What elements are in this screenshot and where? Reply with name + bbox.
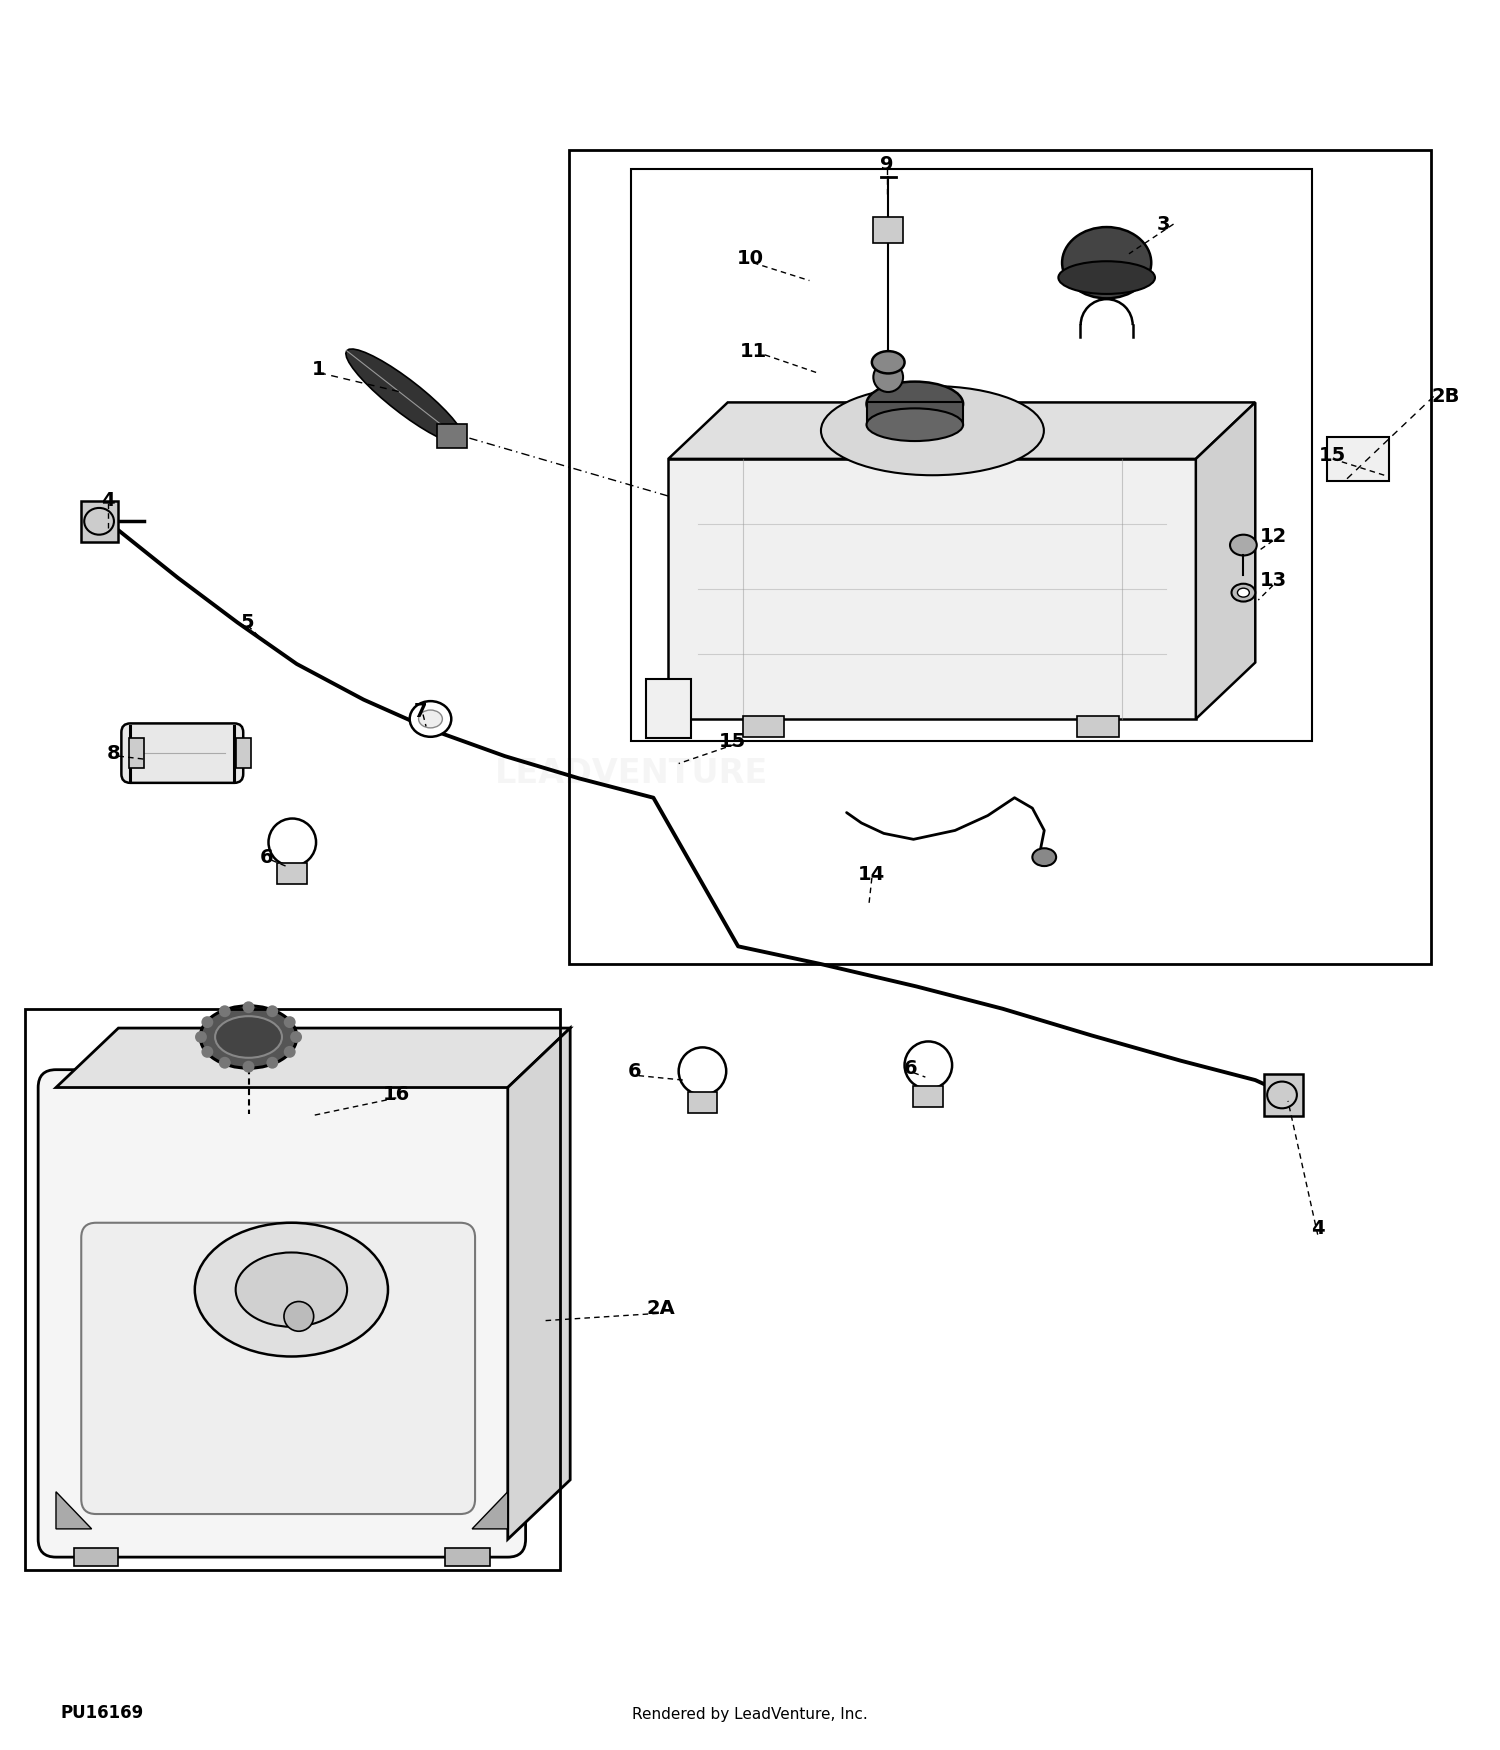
Bar bbox=[687, 1092, 717, 1113]
Circle shape bbox=[284, 1302, 314, 1332]
Bar bbox=[873, 217, 903, 243]
Bar bbox=[867, 402, 963, 425]
Ellipse shape bbox=[1059, 261, 1155, 294]
Text: 9: 9 bbox=[880, 156, 894, 175]
Text: 13: 13 bbox=[1260, 570, 1287, 590]
Text: 4: 4 bbox=[100, 492, 116, 509]
Ellipse shape bbox=[1032, 849, 1056, 866]
Text: PU16169: PU16169 bbox=[60, 1704, 144, 1722]
Text: 6: 6 bbox=[903, 1059, 918, 1078]
Bar bbox=[646, 679, 690, 738]
Text: 16: 16 bbox=[382, 1085, 410, 1104]
Bar bbox=[1264, 1074, 1304, 1116]
Ellipse shape bbox=[236, 1253, 346, 1326]
Polygon shape bbox=[1196, 402, 1256, 719]
Text: 2A: 2A bbox=[646, 1300, 675, 1318]
Circle shape bbox=[243, 1060, 255, 1073]
Ellipse shape bbox=[867, 382, 963, 427]
Ellipse shape bbox=[821, 387, 1044, 476]
Bar bbox=[742, 716, 784, 737]
Text: 6: 6 bbox=[260, 847, 274, 866]
FancyBboxPatch shape bbox=[38, 1069, 525, 1558]
Circle shape bbox=[243, 1001, 255, 1013]
Polygon shape bbox=[669, 402, 1256, 458]
Circle shape bbox=[873, 362, 903, 392]
Ellipse shape bbox=[1230, 536, 1257, 555]
Ellipse shape bbox=[1232, 584, 1256, 602]
Text: 14: 14 bbox=[858, 866, 885, 884]
Ellipse shape bbox=[1238, 588, 1250, 597]
FancyBboxPatch shape bbox=[81, 1223, 476, 1514]
Bar bbox=[278, 863, 308, 884]
Bar bbox=[129, 738, 144, 768]
Polygon shape bbox=[346, 348, 465, 444]
Polygon shape bbox=[669, 458, 1196, 719]
Text: 4: 4 bbox=[1311, 1220, 1324, 1239]
Bar bbox=[632, 170, 1311, 742]
Text: 6: 6 bbox=[627, 1062, 640, 1082]
Bar bbox=[568, 150, 1431, 964]
Circle shape bbox=[267, 1057, 278, 1069]
Text: 2B: 2B bbox=[1431, 387, 1460, 406]
Ellipse shape bbox=[419, 710, 442, 728]
Circle shape bbox=[195, 1031, 207, 1043]
Polygon shape bbox=[472, 1491, 508, 1530]
Circle shape bbox=[201, 1017, 213, 1027]
Bar bbox=[914, 1087, 944, 1106]
Circle shape bbox=[219, 1004, 231, 1017]
Circle shape bbox=[219, 1057, 231, 1069]
Bar bbox=[74, 1549, 118, 1566]
Text: 10: 10 bbox=[736, 248, 764, 268]
Text: 3: 3 bbox=[1156, 215, 1170, 233]
Ellipse shape bbox=[871, 352, 904, 373]
Bar bbox=[236, 738, 250, 768]
Text: 8: 8 bbox=[106, 744, 122, 763]
Circle shape bbox=[284, 1046, 296, 1057]
Text: 15: 15 bbox=[718, 732, 746, 751]
Ellipse shape bbox=[200, 1006, 297, 1068]
Circle shape bbox=[284, 1017, 296, 1027]
Polygon shape bbox=[509, 1027, 570, 1540]
Ellipse shape bbox=[195, 1223, 388, 1356]
Ellipse shape bbox=[214, 1017, 282, 1057]
Text: 1: 1 bbox=[312, 360, 326, 380]
Circle shape bbox=[267, 1004, 278, 1017]
Circle shape bbox=[201, 1046, 213, 1057]
Text: 12: 12 bbox=[1260, 527, 1287, 546]
Text: 11: 11 bbox=[740, 343, 766, 362]
Bar bbox=[1077, 716, 1119, 737]
Bar bbox=[446, 1549, 491, 1566]
Bar bbox=[81, 500, 118, 542]
Circle shape bbox=[290, 1031, 302, 1043]
Bar bbox=[436, 424, 466, 448]
Polygon shape bbox=[56, 1027, 570, 1087]
FancyBboxPatch shape bbox=[122, 723, 243, 782]
Text: 15: 15 bbox=[1318, 446, 1346, 466]
Bar bbox=[26, 1008, 560, 1570]
Bar bbox=[1326, 436, 1389, 481]
Text: 7: 7 bbox=[414, 702, 428, 721]
Polygon shape bbox=[56, 1491, 92, 1530]
Ellipse shape bbox=[410, 702, 452, 737]
Text: LEADVENTURE: LEADVENTURE bbox=[495, 758, 768, 791]
Text: Rendered by LeadVenture, Inc.: Rendered by LeadVenture, Inc. bbox=[632, 1706, 868, 1722]
Ellipse shape bbox=[867, 408, 963, 441]
Ellipse shape bbox=[1062, 228, 1150, 299]
Text: 5: 5 bbox=[242, 612, 255, 632]
